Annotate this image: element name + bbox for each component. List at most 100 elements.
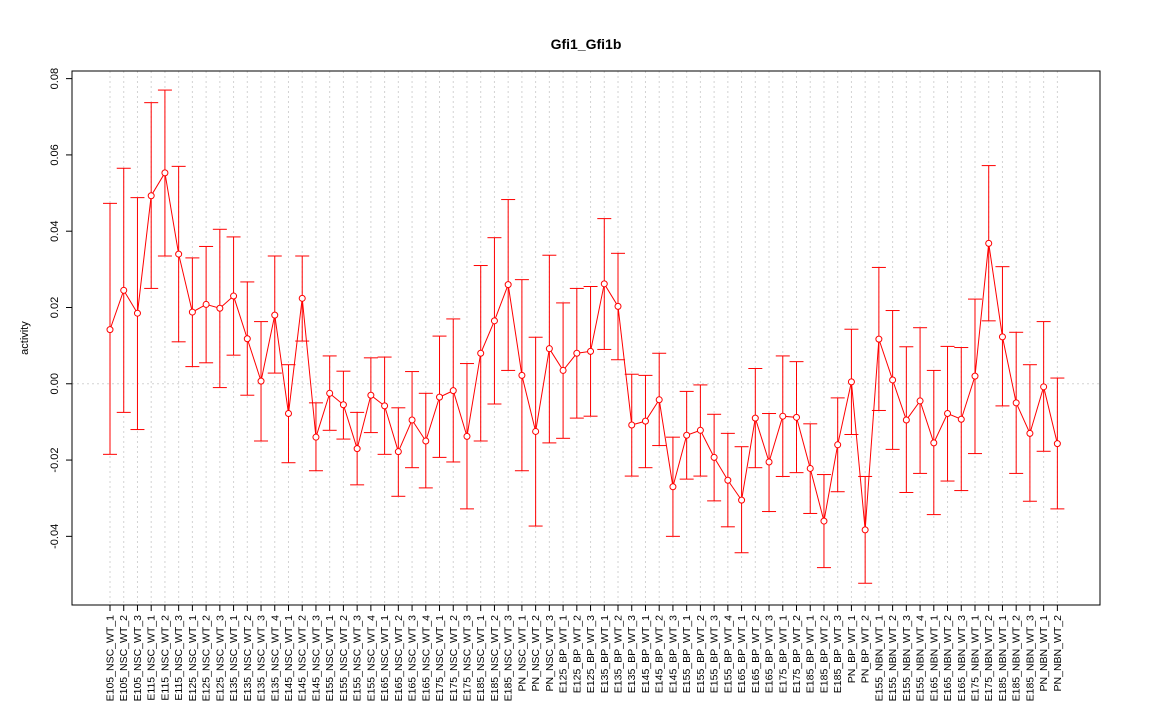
x-tick-label: E165_BP_WT_1 [736, 615, 748, 693]
data-point [916, 397, 924, 405]
data-point [312, 433, 320, 441]
data-point [696, 426, 704, 434]
data-point [230, 292, 238, 300]
data-point [188, 308, 196, 316]
x-tick-label: E185_NBN_WT_1 [997, 615, 1009, 702]
x-tick-label: E125_NSC_WT_1 [187, 615, 199, 702]
plot-frame [71, 70, 1101, 606]
x-tick-label: E175_BP_WT_1 [777, 615, 789, 693]
data-point [985, 239, 993, 247]
y-tick-label: 0.06 [49, 144, 61, 165]
x-tick-label: E165_BP_WT_2 [750, 615, 762, 693]
data-point [1053, 440, 1061, 448]
data-point [257, 377, 265, 385]
data-point [861, 526, 869, 534]
data-point [298, 294, 306, 302]
x-tick-label: E155_NSC_WT_3 [352, 615, 364, 702]
data-points [106, 169, 1061, 534]
data-point [133, 309, 141, 317]
x-tick-label: PN_BP_WT_1 [846, 615, 858, 683]
data-point [532, 427, 540, 435]
data-point [710, 453, 718, 461]
x-tick-label: E165_NSC_WT_2 [393, 615, 405, 702]
y-tick-label: -0.02 [49, 448, 61, 473]
data-point [161, 169, 169, 177]
x-tick-label: E185_BP_WT_2 [818, 615, 830, 693]
data-point [559, 366, 567, 374]
x-tick-label: E175_NSC_WT_3 [461, 615, 473, 702]
data-point [944, 410, 952, 418]
data-point [998, 333, 1006, 341]
x-tick-label: E175_NSC_WT_2 [448, 615, 460, 702]
x-tick-label: E125_BP_WT_1 [558, 615, 570, 693]
data-point [587, 347, 595, 355]
data-point [271, 311, 279, 319]
x-tick-label: E155_BP_WT_1 [681, 615, 693, 693]
data-point [902, 416, 910, 424]
y-tick-label: 0.08 [49, 68, 61, 89]
data-point [477, 349, 485, 357]
x-tick-label: E135_BP_WT_1 [599, 615, 611, 693]
data-point [600, 280, 608, 288]
y-tick-label: 0.00 [49, 373, 61, 394]
data-point [408, 416, 416, 424]
data-point [106, 326, 114, 334]
x-tick-label: E185_NBN_WT_3 [1024, 615, 1036, 702]
x-tick-label: E185_BP_WT_1 [805, 615, 817, 693]
data-point [765, 458, 773, 466]
x-tick-label: E185_NSC_WT_2 [489, 615, 501, 702]
data-point [367, 391, 375, 399]
x-tick-label: E175_NBN_WT_2 [983, 615, 995, 702]
x-tick-label: E155_NBN_WT_4 [915, 615, 927, 702]
x-tick-label: E145_BP_WT_2 [654, 615, 666, 693]
grid [109, 71, 1058, 605]
data-point [175, 250, 183, 258]
x-tick-label: E135_NSC_WT_3 [256, 615, 268, 702]
y-tick-label: -0.04 [49, 524, 61, 549]
x-tick-label: E155_NSC_WT_2 [338, 615, 350, 702]
x-tick-label: E155_BP_WT_4 [722, 615, 734, 693]
data-point [641, 417, 649, 425]
x-tick-label: E175_NBN_WT_1 [969, 615, 981, 702]
data-point [353, 445, 361, 453]
x-tick-label: E125_BP_WT_2 [571, 615, 583, 693]
data-point [655, 396, 663, 404]
data-point [628, 421, 636, 429]
x-tick-label: E185_NSC_WT_3 [503, 615, 515, 702]
x-tick-label: E135_BP_WT_3 [626, 615, 638, 693]
data-point [1012, 399, 1020, 407]
x-tick-label: PN_BP_WT_2 [860, 615, 872, 683]
x-tick-label: E135_NSC_WT_1 [228, 615, 240, 702]
x-tick-label: E135_NSC_WT_4 [269, 615, 281, 702]
data-point [793, 413, 800, 421]
x-tick-label: E155_NBN_WT_1 [873, 615, 885, 702]
x-tick-label: PN_NSC_WT_3 [544, 615, 556, 692]
data-point [751, 414, 759, 422]
data-point [216, 304, 224, 312]
x-tick-label: E115_NSC_WT_1 [146, 615, 158, 701]
x-tick-label: E155_BP_WT_3 [709, 615, 721, 693]
data-point [284, 410, 292, 418]
data-point [422, 437, 430, 445]
data-point [820, 517, 828, 525]
x-tick-label: E155_NSC_WT_4 [365, 615, 377, 702]
x-axis: E105_NSC_WT_1 E105_NSC_WT_2 E105_NSC_WT_3 E… [105, 605, 1064, 701]
data-point [806, 464, 814, 472]
data-point [202, 300, 210, 308]
x-tick-label: E105_NSC_WT_1 [105, 615, 117, 702]
x-tick-label: PN_NSC_WT_1 [516, 615, 528, 692]
data-point [518, 371, 526, 379]
data-point [326, 389, 334, 397]
x-tick-label: E145_NSC_WT_1 [283, 615, 295, 702]
x-tick-label: E185_NBN_WT_2 [1011, 615, 1023, 702]
data-point [120, 286, 128, 294]
data-point [875, 335, 883, 343]
x-tick-label: E145_BP_WT_3 [667, 615, 679, 693]
data-point [573, 349, 581, 357]
data-point [1040, 383, 1048, 391]
data-point [971, 372, 979, 380]
x-tick-label: E165_NBN_WT_1 [928, 615, 940, 702]
data-point [243, 335, 251, 343]
data-point [738, 496, 746, 504]
x-tick-label: PN_NBN_WT_2 [1052, 615, 1064, 692]
